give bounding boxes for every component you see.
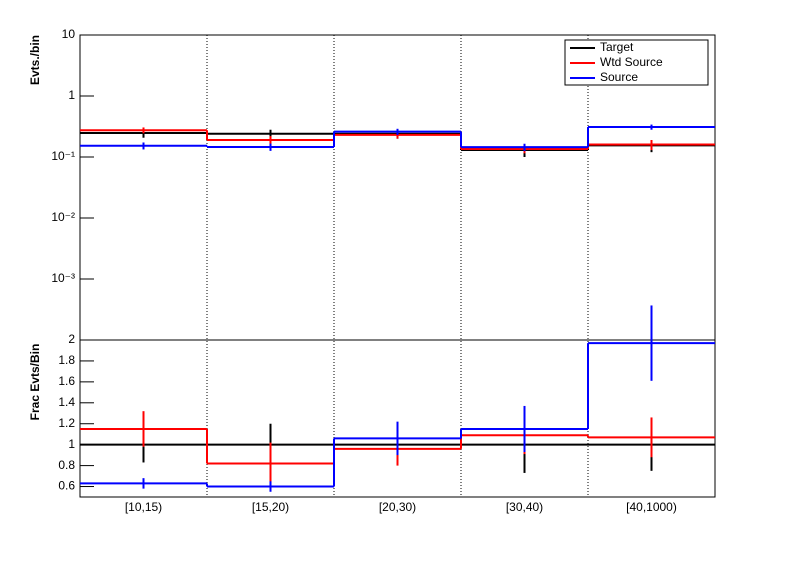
lower-frame [79,339,716,498]
y-tick-label: 0.6 [58,479,75,493]
y-tick-label: 10⁻³ [51,271,75,285]
y-axis-label: Frac Evts/Bin [28,344,42,421]
y-tick-label: 1.8 [58,353,75,367]
y-axis-label: Evts./bin [28,35,42,85]
y-tick-label: 10⁻¹ [51,149,75,163]
y-tick-label: 2 [68,332,75,346]
y-tick-label: 10⁻² [51,210,75,224]
x-tick-label: [40,1000) [626,500,677,514]
y-tick-label: 1 [68,437,75,451]
y-tick-label: 1.6 [58,374,75,388]
y-tick-label: 1.4 [58,395,75,409]
y-tick-label: 1 [68,88,75,102]
y-tick-label: 1.2 [58,416,75,430]
x-tick-label: [30,40) [506,500,543,514]
x-tick-label: [10,15) [125,500,162,514]
y-tick-label: 0.8 [58,458,75,472]
legend-label: Target [600,40,634,54]
x-tick-label: [20,30) [379,500,416,514]
legend-label: Wtd Source [600,55,663,69]
x-tick-label: [15,20) [252,500,289,514]
legend-label: Source [600,70,638,84]
y-tick-label: 10 [62,27,76,41]
